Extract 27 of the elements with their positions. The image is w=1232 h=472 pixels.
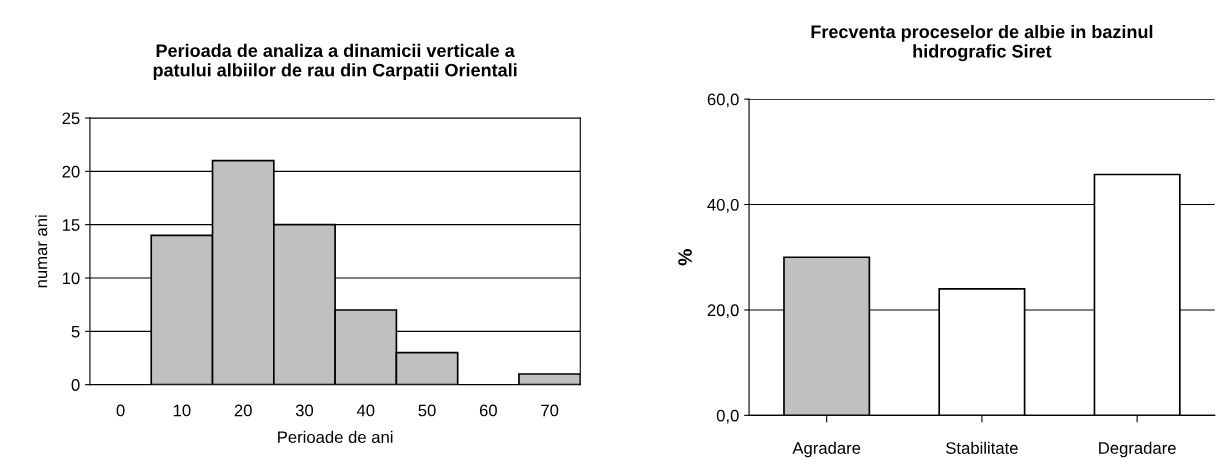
y-tick-label: 0,0 xyxy=(716,409,739,424)
y-tick-label: 60,0 xyxy=(707,93,739,108)
y-tick-label: 25 xyxy=(62,112,80,125)
chart-title: Frecventa proceselor de albie in bazinul hidrografic Siret xyxy=(811,24,1153,62)
y-tick-label: 10 xyxy=(62,272,80,285)
y-tick-label: 20,0 xyxy=(707,304,739,319)
x-tick-label: 40 xyxy=(356,404,375,417)
y-tick-label: 0 xyxy=(71,379,80,391)
y-axis-title: numar ani xyxy=(35,215,48,288)
x-tick-label: Stabilitate xyxy=(946,441,1018,454)
x-tick-label: 60 xyxy=(479,404,497,417)
chart-title: Perioada de analiza a dinamicii verticale a patului albiilor de rau din Carpatii Orientali xyxy=(153,43,517,81)
x-axis-title: Perioade de ani xyxy=(278,430,393,444)
y-axis-title: % xyxy=(678,249,692,266)
x-tick-label: Degradare xyxy=(1099,441,1176,458)
y-tick-label: 40,0 xyxy=(707,198,739,213)
x-tick-label: 0 xyxy=(116,404,125,417)
x-tick-label: 50 xyxy=(418,404,436,417)
y-tick-label: 15 xyxy=(62,219,80,231)
x-tick-label: 30 xyxy=(295,404,314,417)
x-tick-label: Agradare xyxy=(792,441,861,458)
x-tick-label: 20 xyxy=(234,404,252,417)
bar xyxy=(518,373,581,385)
x-tick-label: 10 xyxy=(173,404,191,417)
y-tick-label: 20 xyxy=(62,165,80,178)
y-tick-label: 5 xyxy=(71,325,80,338)
x-tick-label: 70 xyxy=(541,404,559,417)
